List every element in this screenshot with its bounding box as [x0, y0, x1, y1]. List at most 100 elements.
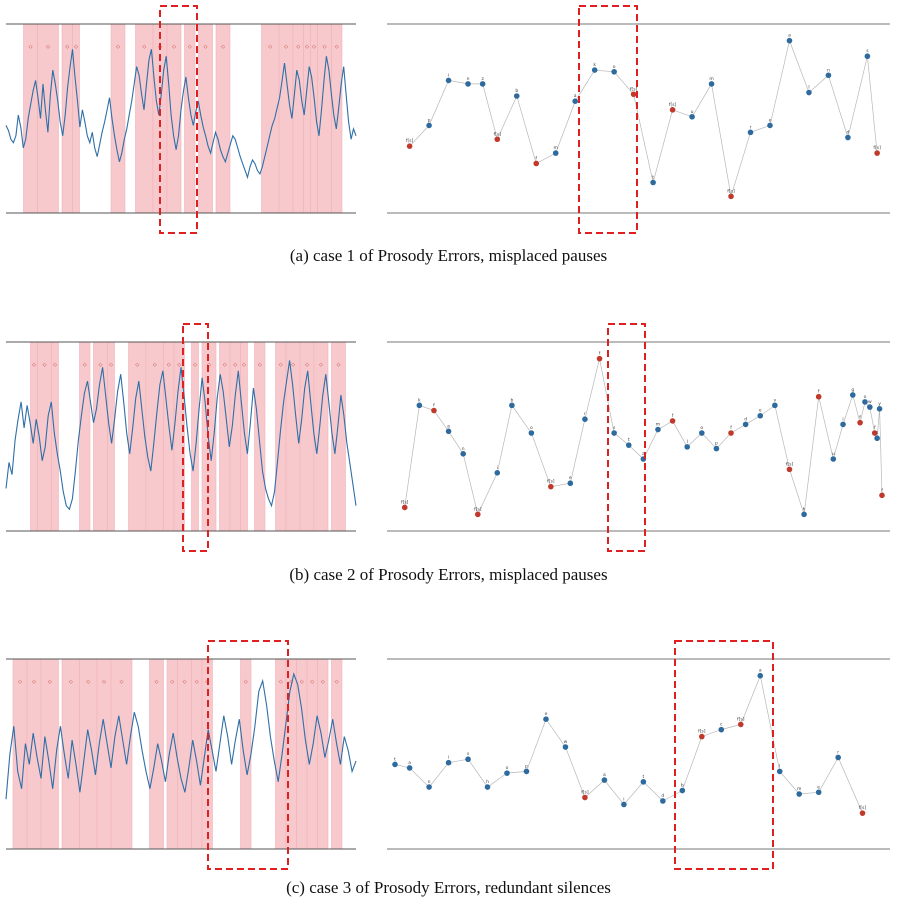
syllable-label: f[s]: [406, 138, 414, 144]
band-marker: ◇: [305, 44, 309, 50]
syllable-point: [689, 113, 695, 120]
error-syllable-point: [728, 193, 734, 200]
syllable-label: c: [720, 723, 723, 728]
caption-case-2: (b) case 2 of Prosody Errors, misplaced …: [289, 565, 608, 584]
syllable-label: e: [759, 409, 762, 414]
band-marker: ◇: [172, 44, 176, 50]
error-syllable-point: [728, 430, 734, 436]
band-marker: ◇: [29, 44, 33, 50]
syllable-point: [776, 768, 783, 775]
connector-line: [409, 39, 878, 197]
syllable-label: o: [506, 766, 509, 771]
band-marker: ◇: [86, 679, 90, 685]
band-marker: ◇: [221, 44, 225, 50]
pause-band: [299, 341, 315, 532]
band-marker: ◇: [69, 679, 73, 685]
syllable-point: [840, 421, 846, 428]
syllable-label: u: [691, 110, 694, 115]
pause-band: [303, 23, 311, 214]
syllable-label: t: [628, 437, 630, 443]
band-marker: ◇: [142, 44, 146, 50]
syllable-label: a: [759, 669, 762, 674]
band-marker: ◇: [83, 362, 87, 368]
band-marker: ◇: [268, 44, 272, 50]
error-syllable-point: [431, 407, 437, 414]
pause-band: [201, 658, 213, 850]
syllable-label: n: [428, 780, 431, 785]
pause-band: [79, 341, 91, 532]
syllable-label: i: [623, 796, 624, 802]
syllable-label: f[s]: [727, 188, 735, 194]
band-marker: ◇: [223, 362, 227, 368]
syllable-label: f[s]: [401, 499, 409, 505]
pause-band: [128, 341, 147, 532]
syllable-pitch-panel: t a n i s h o p e w f[s] a i t d b f[s] c f[s] a l m e r f[s]: [387, 640, 890, 870]
band-marker: ◇: [321, 679, 325, 685]
syllable-label: t: [394, 756, 396, 762]
band-marker: ◇: [53, 362, 57, 368]
syllable-point: [567, 480, 574, 487]
syllable-point: [660, 798, 666, 804]
syllable-point: [708, 81, 715, 87]
syllable-point: [640, 779, 647, 785]
syllable-label: f: [874, 425, 876, 431]
pause-band: [331, 658, 343, 850]
syllable-label: f[s]: [873, 145, 881, 151]
syllable-label: b: [515, 88, 518, 94]
band-marker: ◇: [284, 44, 288, 50]
syllable-point: [494, 470, 501, 476]
syllable-label: a: [642, 452, 645, 457]
pause-band: [110, 658, 133, 850]
syllable-point: [562, 744, 569, 750]
syllable-point: [742, 421, 749, 428]
syllable-label: o: [613, 65, 616, 70]
syllable-label: o: [530, 426, 533, 431]
band-marker: ◇: [177, 362, 181, 368]
syllable-point: [625, 442, 632, 448]
syllable-point: [611, 68, 617, 75]
syllable-label: f[s]: [737, 716, 745, 722]
syllable-point: [835, 754, 841, 761]
pause-band: [26, 658, 42, 850]
band-marker: ◇: [116, 44, 120, 50]
error-syllable-point: [874, 150, 880, 156]
pause-band: [313, 341, 329, 532]
syllable-label: o: [700, 426, 703, 431]
error-syllable-point: [815, 393, 822, 400]
syllable-label: f: [730, 425, 732, 431]
syllable-point: [572, 98, 578, 104]
band-marker: ◇: [18, 679, 22, 685]
syllable-label: w: [868, 400, 872, 405]
syllable-label: k: [593, 62, 596, 68]
pause-band: [317, 658, 329, 850]
syllable-label: f: [672, 413, 674, 419]
syllable-label: e: [569, 476, 572, 481]
pause-band: [317, 23, 332, 214]
error-highlight-box: [182, 323, 209, 552]
error-syllable-point: [494, 136, 501, 143]
syllable-label: p: [428, 118, 431, 123]
syllable-label: a: [574, 94, 577, 99]
syllable-label: n: [827, 68, 830, 73]
pause-band: [229, 341, 241, 532]
error-syllable-point: [737, 721, 744, 728]
syllable-point: [747, 129, 754, 136]
syllable-point: [874, 435, 880, 442]
error-highlight-box: [607, 323, 646, 552]
band-marker: ◇: [153, 362, 157, 368]
connector-line: [404, 358, 883, 516]
syllable-point: [713, 445, 720, 452]
syllable-label: m: [709, 77, 713, 82]
syllable-point: [876, 406, 883, 412]
error-syllable-point: [401, 504, 408, 511]
syllable-label: i: [448, 755, 449, 761]
pause-band: [191, 341, 199, 532]
syllable-point: [582, 416, 588, 423]
syllable-point: [825, 72, 832, 79]
syllable-point: [772, 402, 778, 409]
pause-band: [72, 23, 80, 214]
syllable-label: b: [681, 783, 684, 789]
syllable-point: [445, 428, 452, 435]
syllable-point: [845, 134, 851, 141]
syllable-label: f[s]: [859, 805, 867, 811]
